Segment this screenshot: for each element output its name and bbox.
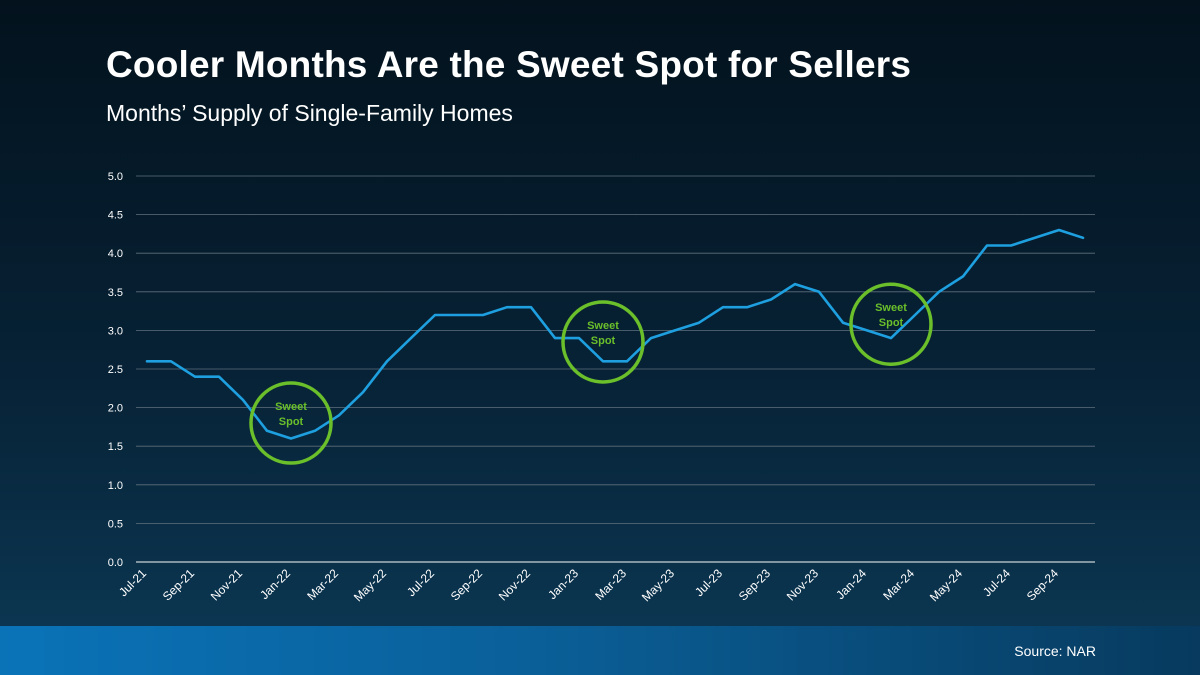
- y-tick-label: 1.5: [108, 441, 123, 453]
- x-tick-label: May-23: [639, 566, 677, 604]
- y-tick-label: 0.5: [108, 518, 123, 530]
- annotations: Sweet Spot Sweet Spot Sweet Spot: [249, 282, 933, 465]
- y-tick-label: 2.5: [108, 364, 123, 376]
- x-tick-label: Sep-21: [160, 566, 197, 603]
- sweet-spot-label: Sweet: [875, 302, 907, 314]
- y-tick-label: 4.0: [108, 248, 123, 260]
- sweet-spot-circle: [561, 300, 645, 384]
- x-axis-ticks: Jul-21 Sep-21 Nov-21 Jan-22 Mar-22 May-22 Jul-…: [116, 566, 1061, 604]
- x-tick-label: Nov-23: [784, 566, 821, 603]
- sweet-spot-label: Sweet: [587, 320, 619, 332]
- x-tick-label: Sep-24: [1024, 566, 1061, 603]
- x-tick-label: Nov-22: [496, 566, 533, 603]
- x-tick-label: May-24: [927, 566, 965, 604]
- x-tick-label: Nov-21: [208, 566, 245, 603]
- y-tick-label: 1.0: [108, 480, 123, 492]
- x-tick-label: Jan-23: [545, 566, 581, 602]
- sweet-spot-label: Spot: [591, 335, 616, 347]
- x-tick-label: Jul-23: [692, 566, 725, 599]
- x-tick-label: Mar-24: [880, 566, 917, 603]
- y-tick-label: 0.0: [108, 557, 123, 569]
- x-tick-label: Jul-21: [116, 566, 149, 599]
- sweet-spot-circle: [249, 381, 333, 465]
- y-tick-label: 5.0: [108, 171, 123, 183]
- y-tick-label: 2.0: [108, 403, 123, 415]
- x-tick-label: Jan-22: [257, 566, 293, 602]
- y-axis-ticks: 0.0 0.5 1.0 1.5 2.0 2.5 3.0 3.5 4.0 4.5 5.0: [108, 171, 123, 569]
- footer-bar: [0, 626, 1200, 675]
- x-tick-label: Sep-23: [736, 566, 773, 603]
- x-tick-label: Mar-23: [592, 566, 629, 603]
- sweet-spot-label: Sweet: [275, 401, 307, 413]
- y-tick-label: 3.5: [108, 287, 123, 299]
- line-chart: 0.0 0.5 1.0 1.5 2.0 2.5 3.0 3.5 4.0 4.5 5.0 Jul-21…: [108, 171, 1095, 604]
- x-tick-label: Sep-22: [448, 566, 485, 603]
- y-tick-label: 4.5: [108, 210, 123, 222]
- x-tick-label: May-22: [351, 566, 389, 604]
- x-tick-label: Jul-22: [404, 566, 437, 599]
- chart-title: Cooler Months Are the Sweet Spot for Sel…: [106, 44, 912, 85]
- y-tick-label: 3.0: [108, 325, 123, 337]
- x-tick-label: Jan-24: [833, 566, 869, 602]
- sweet-spot-label: Spot: [279, 416, 304, 428]
- source-label: Source: NAR: [1014, 643, 1096, 659]
- x-tick-label: Mar-22: [304, 566, 341, 603]
- chart-subtitle: Months’ Supply of Single-Family Homes: [106, 100, 513, 126]
- sweet-spot-circle: [849, 282, 933, 366]
- gridlines: [136, 175, 1095, 563]
- x-tick-label: Jul-24: [980, 566, 1013, 599]
- sweet-spot-label: Spot: [879, 317, 904, 329]
